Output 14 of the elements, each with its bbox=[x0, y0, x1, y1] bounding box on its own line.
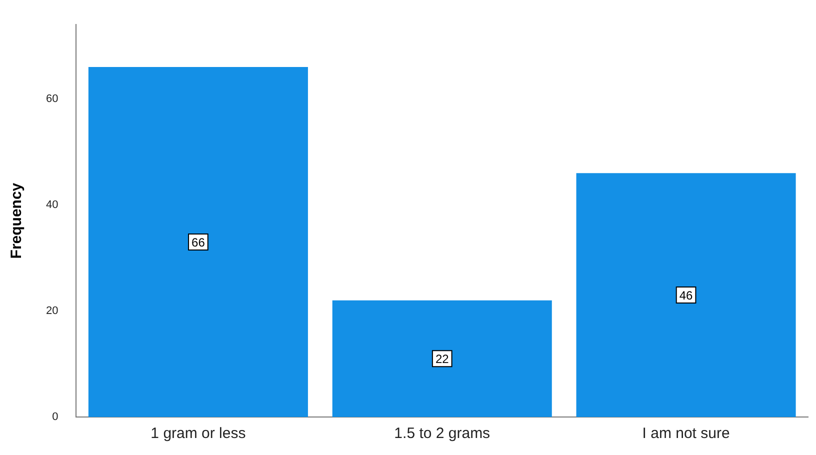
y-tick-label: 20 bbox=[46, 304, 58, 317]
data-label: 66 bbox=[192, 235, 206, 250]
data-label: 46 bbox=[679, 288, 694, 302]
y-tick-label: 40 bbox=[46, 198, 58, 211]
bar bbox=[332, 300, 552, 417]
y-axis-title: Frequency bbox=[8, 182, 26, 259]
x-tick-label: I am not sure bbox=[642, 425, 730, 442]
bar bbox=[576, 173, 796, 417]
x-tick-label: 1.5 to 2 grams bbox=[394, 425, 490, 442]
y-tick-label: 0 bbox=[52, 411, 58, 424]
data-label: 22 bbox=[435, 352, 450, 366]
bar bbox=[88, 67, 308, 417]
x-tick-label: 1 gram or less bbox=[150, 425, 246, 442]
y-tick-label: 60 bbox=[46, 92, 58, 105]
